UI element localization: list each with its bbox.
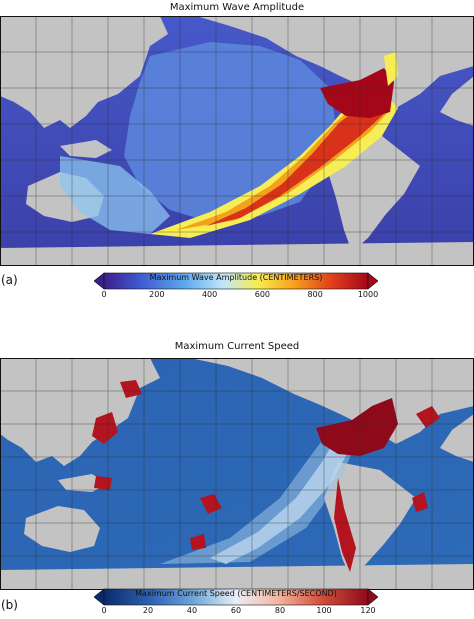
current-beam-outer <box>160 430 356 564</box>
colorbar-a-tick-label: 600 <box>254 290 271 299</box>
colorbar-a-tick-label: 400 <box>201 290 218 299</box>
panel-b-label: (b) <box>1 598 18 612</box>
panel-b-title: Maximum Current Speed <box>174 341 300 352</box>
land-australia <box>24 506 100 552</box>
source-highlight <box>384 52 398 86</box>
map-grid <box>0 358 474 590</box>
shelf-waters <box>60 156 170 234</box>
colorbar-b-tick-label: 20 <box>142 606 154 615</box>
land-asia-australia <box>0 16 168 128</box>
land-antarctica <box>0 242 474 266</box>
colorbar-a-tick-label: 0 <box>101 290 107 299</box>
colorbar-b: Maximum Current Speed (CENTIMETERS/SECON… <box>94 588 378 618</box>
colorbar-a-tick-label: 200 <box>149 290 165 299</box>
colorbar-a: Maximum Wave Amplitude (CENTIMETERS) 0 20… <box>94 272 378 302</box>
pacific-basin <box>124 42 336 222</box>
panel-a-label: (a) <box>1 273 18 287</box>
colorbar-a-right-arrow <box>367 272 378 290</box>
colorbar-b-title: Maximum Current Speed (CENTIMETERS/SECON… <box>135 589 337 598</box>
coastal-hotspots <box>92 380 440 572</box>
land-africa <box>440 76 474 126</box>
wave-amplitude-map <box>0 16 474 266</box>
colorbar-b-tick-label: 0 <box>101 606 107 615</box>
colorbar-a-tick-label: 800 <box>307 290 323 299</box>
colorbar-b-tick-label: 40 <box>186 606 198 615</box>
land-new-guinea <box>60 140 112 158</box>
panel-a-title: Maximum Wave Amplitude <box>169 2 305 13</box>
colorbar-b-tick-label: 80 <box>274 606 286 615</box>
colorbar-b-right-arrow <box>367 588 378 606</box>
source-region <box>316 398 398 456</box>
colorbar-b-tick-label: 100 <box>316 606 332 615</box>
colorbar-a-title: Maximum Wave Amplitude (CENTIMETERS) <box>149 273 323 282</box>
land-asia-australia <box>0 358 160 466</box>
land-africa <box>440 414 474 462</box>
land-antarctica <box>0 564 474 590</box>
colorbar-a-tick-label: 1000 <box>357 290 379 299</box>
colorbar-b-tick-label: 60 <box>230 606 242 615</box>
source-region <box>320 68 394 118</box>
wave-beam-core <box>206 102 384 226</box>
colorbar-b-tick-label: 120 <box>360 606 376 615</box>
map-grid <box>0 16 474 266</box>
land-north-america <box>196 16 474 108</box>
land-north-america <box>190 358 474 444</box>
current-speed-map <box>0 358 474 590</box>
